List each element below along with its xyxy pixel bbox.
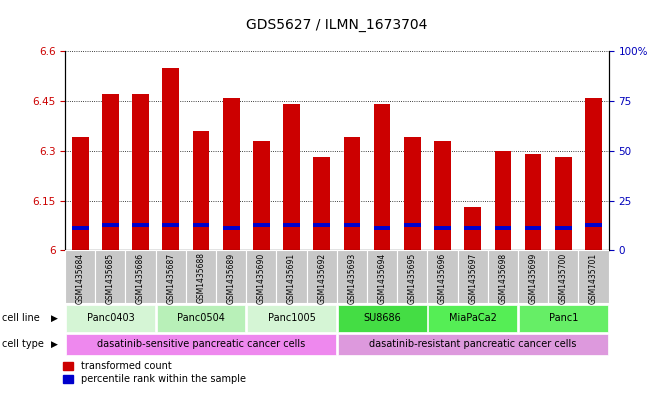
Bar [72,138,89,250]
Bar [283,104,300,250]
Bar [548,250,579,303]
Text: dasatinib-resistant pancreatic cancer cells: dasatinib-resistant pancreatic cancer ce… [369,339,577,349]
Bar [314,223,330,227]
Bar [434,141,451,250]
Text: GSM1435691: GSM1435691 [287,252,296,303]
Text: MiaPaCa2: MiaPaCa2 [449,313,497,323]
Text: ▶: ▶ [51,314,59,323]
Bar [338,334,608,355]
Bar [338,305,426,332]
Text: GSM1435698: GSM1435698 [499,252,508,303]
Bar [65,250,95,303]
Text: GSM1435697: GSM1435697 [468,252,477,304]
Text: GSM1435693: GSM1435693 [348,252,357,304]
Bar [72,226,89,230]
Text: Panc1: Panc1 [549,313,578,323]
Text: GSM1435695: GSM1435695 [408,252,417,304]
Text: GSM1435688: GSM1435688 [197,252,206,303]
Legend: transformed count, percentile rank within the sample: transformed count, percentile rank withi… [63,361,246,384]
Text: GSM1435684: GSM1435684 [76,252,85,303]
Bar [102,94,118,250]
Bar [404,223,421,227]
Bar [253,141,270,250]
Bar [337,250,367,303]
Bar [555,226,572,230]
Bar [163,223,179,227]
Bar [397,250,428,303]
Bar [126,250,156,303]
Bar [525,226,542,230]
Bar [404,138,421,250]
Bar [247,305,336,332]
Bar [132,223,149,227]
Bar [66,334,336,355]
Bar [344,138,360,250]
Bar [223,226,240,230]
Bar [555,157,572,250]
Bar [66,305,155,332]
Text: GSM1435699: GSM1435699 [529,252,538,304]
Text: GSM1435687: GSM1435687 [166,252,175,303]
Text: GSM1435686: GSM1435686 [136,252,145,303]
Bar [374,226,391,230]
Bar [277,250,307,303]
Text: GSM1435696: GSM1435696 [438,252,447,304]
Bar [428,305,517,332]
Text: dasatinib-sensitive pancreatic cancer cells: dasatinib-sensitive pancreatic cancer ce… [97,339,305,349]
Bar [367,250,397,303]
Bar [193,131,210,250]
Bar [307,250,337,303]
Text: GDS5627 / ILMN_1673704: GDS5627 / ILMN_1673704 [246,18,428,32]
Text: GSM1435692: GSM1435692 [317,252,326,303]
Text: SU8686: SU8686 [363,313,401,323]
Bar [157,305,245,332]
Bar [525,154,542,250]
Text: GSM1435685: GSM1435685 [106,252,115,303]
Bar [223,97,240,250]
Text: GSM1435689: GSM1435689 [227,252,236,303]
Bar [132,94,149,250]
Bar [519,305,608,332]
Bar [464,226,481,230]
Bar [488,250,518,303]
Text: GSM1435700: GSM1435700 [559,252,568,304]
Text: GSM1435690: GSM1435690 [257,252,266,304]
Bar [314,157,330,250]
Text: cell line: cell line [2,313,40,323]
Text: Panc0504: Panc0504 [177,313,225,323]
Bar [518,250,548,303]
Bar [102,223,118,227]
Text: Panc0403: Panc0403 [87,313,134,323]
Bar [374,104,391,250]
Bar [246,250,277,303]
Text: GSM1435694: GSM1435694 [378,252,387,304]
Bar [495,226,511,230]
Bar [156,250,186,303]
Bar [163,68,179,250]
Bar [458,250,488,303]
Bar [186,250,216,303]
Bar [464,207,481,250]
Text: Panc1005: Panc1005 [268,313,316,323]
Bar [428,250,458,303]
Bar [95,250,126,303]
Bar [495,151,511,250]
Bar [585,97,602,250]
Text: GSM1435701: GSM1435701 [589,252,598,303]
Bar [585,223,602,227]
Bar [434,226,451,230]
Bar [193,223,210,227]
Text: cell type: cell type [2,339,44,349]
Bar [253,223,270,227]
Text: ▶: ▶ [51,340,59,349]
Bar [216,250,246,303]
Bar [344,223,360,227]
Bar [579,250,609,303]
Bar [283,223,300,227]
